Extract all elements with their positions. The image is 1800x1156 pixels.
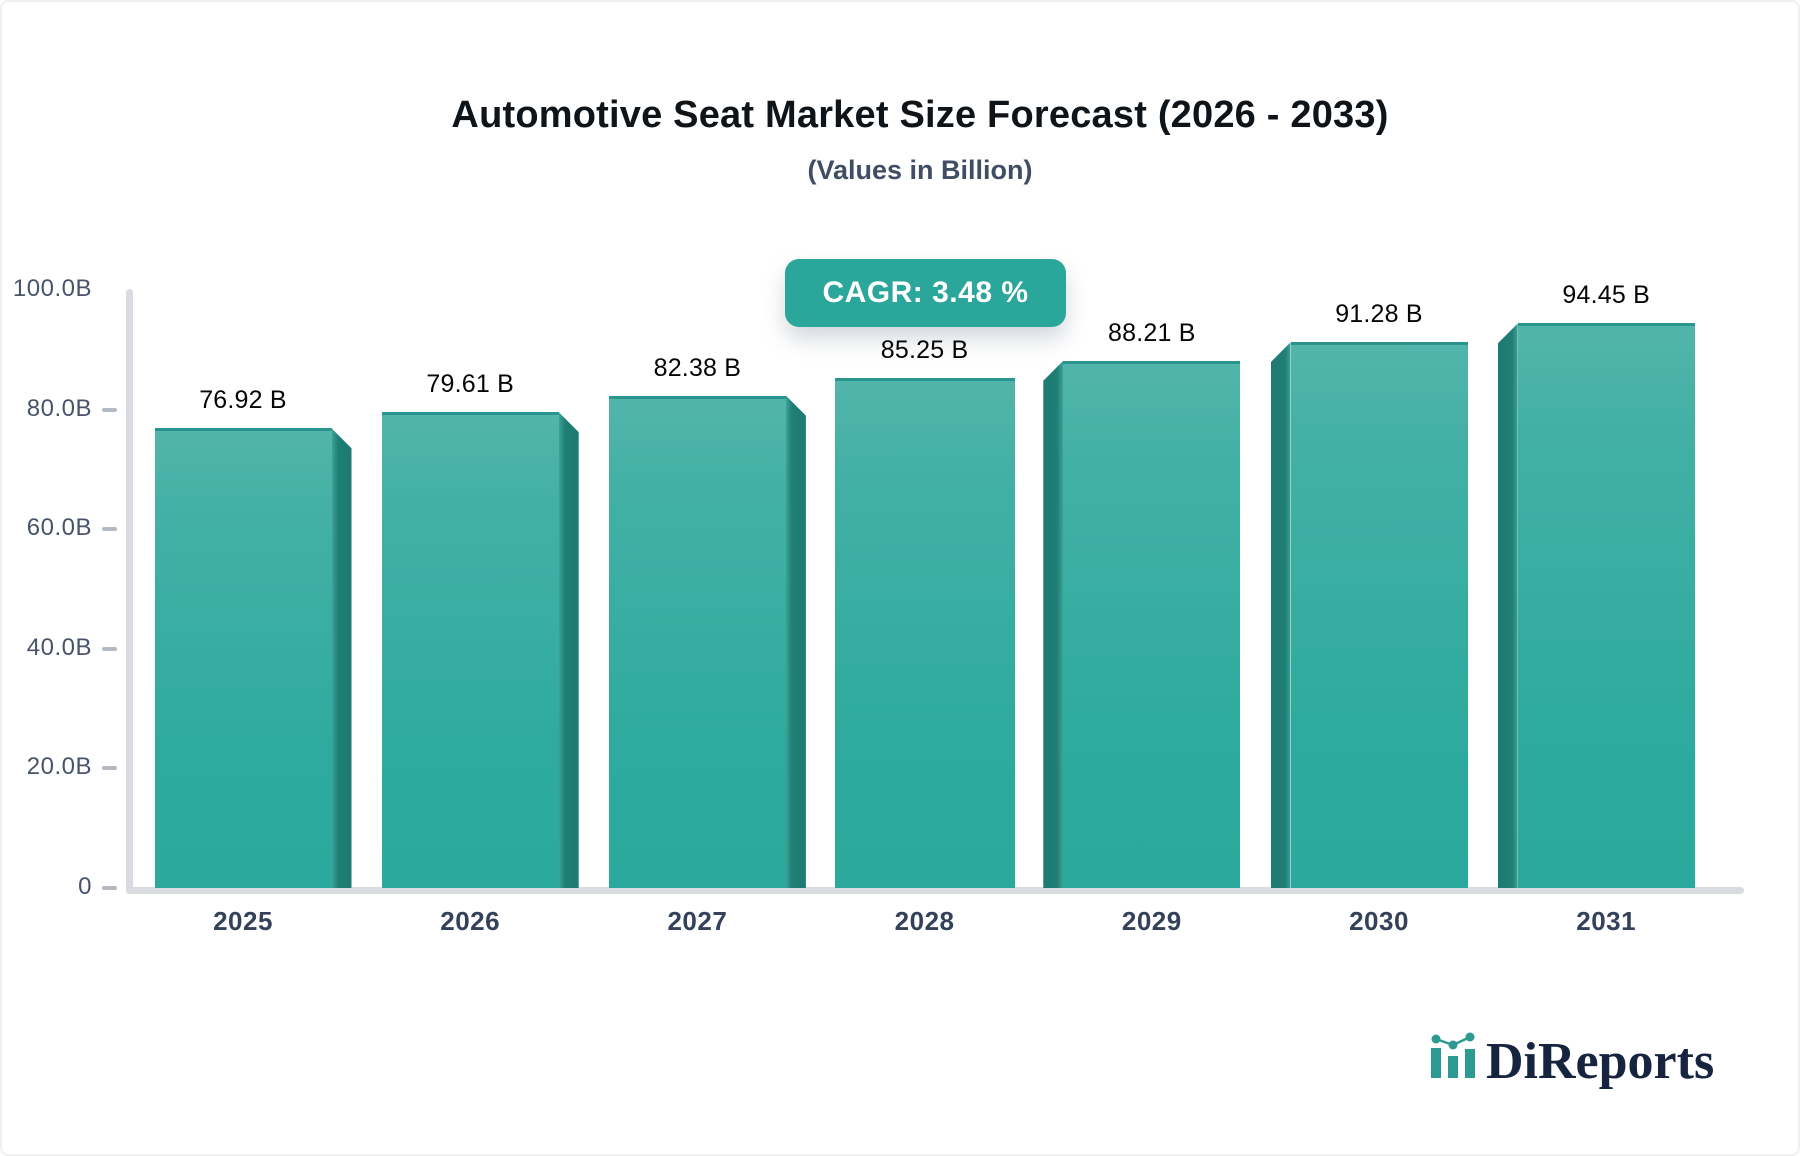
x-axis-label: 2025	[213, 906, 273, 936]
bar-value-label: 91.28 B	[1335, 300, 1423, 329]
y-axis-tick	[102, 886, 117, 890]
bar-2031[interactable]	[1517, 323, 1695, 888]
y-axis-label: 60.0B	[26, 514, 92, 542]
bar-value-label: 85.25 B	[880, 336, 969, 365]
bar-2028[interactable]	[834, 378, 1015, 888]
x-axis-label: 2030	[1349, 906, 1409, 936]
y-axis-label: 100.0B	[12, 275, 92, 303]
bar-2029-side-face	[1043, 360, 1064, 888]
y-axis-label: 40.0B	[26, 633, 92, 661]
y-axis-tick	[102, 527, 117, 532]
y-axis-label: 80.0B	[26, 394, 92, 422]
bar-2025[interactable]	[154, 428, 332, 888]
bar-chart-trend-icon	[1431, 1032, 1475, 1078]
y-axis-tick	[102, 407, 117, 412]
bar-2030-side-face	[1270, 342, 1291, 888]
x-axis-line	[126, 887, 1744, 894]
bar-2025-side-face	[331, 428, 352, 888]
direports-logo[interactable]: DiReports	[1430, 1032, 1714, 1088]
y-axis-label: 20.0B	[26, 753, 92, 781]
bar-2027-side-face	[785, 395, 806, 888]
bar-value-label: 76.92 B	[199, 386, 287, 415]
y-axis-tick	[102, 646, 117, 651]
y-axis-tick	[102, 766, 117, 771]
y-axis-line	[126, 289, 133, 894]
bar-value-label: 79.61 B	[426, 370, 514, 399]
bar-2027[interactable]	[608, 395, 786, 888]
chart-header: Automotive Seat Market Size Forecast (20…	[42, 2, 1798, 186]
logo-wordmark: DiReports	[1486, 1033, 1715, 1090]
x-axis-label: 2029	[1121, 906, 1182, 936]
chart-title: Automotive Seat Market Size Forecast (20…	[451, 94, 1389, 136]
cagr-badge: CAGR: 3.48 %	[785, 259, 1066, 327]
x-axis-label: 2028	[894, 906, 955, 936]
x-axis-label: 2026	[440, 906, 501, 936]
bar-value-label: 88.21 B	[1108, 318, 1196, 347]
y-axis-label: 0	[78, 873, 92, 900]
bar-value-label: 82.38 B	[653, 353, 742, 382]
bar-2030[interactable]	[1290, 342, 1468, 888]
bar-2031-side-face	[1497, 323, 1518, 888]
bar-2029[interactable]	[1063, 360, 1241, 888]
bar-value-label: 94.45 B	[1562, 281, 1650, 310]
cagr-badge-label: CAGR: 3.48 %	[822, 276, 1029, 309]
bar-2026-side-face	[558, 412, 579, 888]
x-axis-label: 2031	[1576, 906, 1637, 936]
bar-2026[interactable]	[381, 412, 559, 888]
x-axis-label: 2027	[667, 906, 728, 936]
chart-subtitle: (Values in Billion)	[807, 155, 1033, 185]
